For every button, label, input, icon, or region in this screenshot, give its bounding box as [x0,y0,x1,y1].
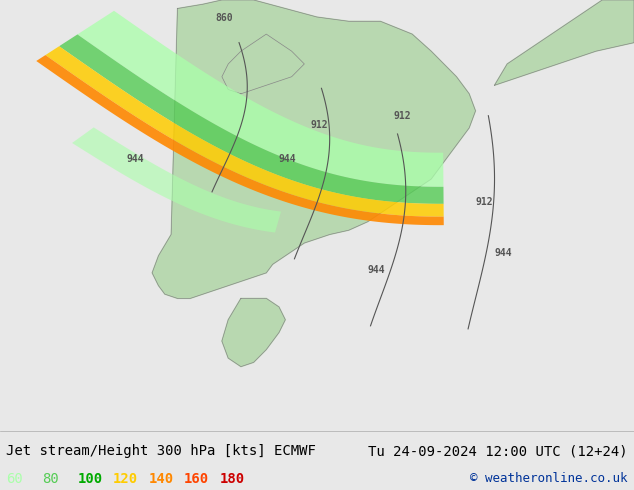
Text: 944: 944 [279,154,297,164]
Text: 80: 80 [42,471,58,486]
Text: 60: 60 [6,471,23,486]
Polygon shape [77,11,443,187]
Text: © weatheronline.co.uk: © weatheronline.co.uk [470,472,628,485]
Text: 180: 180 [219,471,245,486]
Polygon shape [222,34,304,94]
Text: 944: 944 [368,265,385,275]
Text: 160: 160 [184,471,209,486]
Polygon shape [495,0,634,85]
Text: 100: 100 [77,471,103,486]
Text: Tu 24-09-2024 12:00 UTC (12+24): Tu 24-09-2024 12:00 UTC (12+24) [368,444,628,458]
Text: 912: 912 [393,111,411,122]
Text: 944: 944 [495,248,512,258]
Text: 140: 140 [148,471,174,486]
Polygon shape [222,298,285,367]
Text: 944: 944 [127,154,145,164]
Polygon shape [59,34,444,204]
Text: Jet stream/Height 300 hPa [kts] ECMWF: Jet stream/Height 300 hPa [kts] ECMWF [6,444,316,458]
Polygon shape [72,127,281,233]
Polygon shape [152,0,476,298]
Text: 860: 860 [216,13,233,24]
Text: 912: 912 [476,196,493,207]
Text: 912: 912 [311,120,328,130]
Polygon shape [36,55,444,225]
Text: 120: 120 [113,471,138,486]
Polygon shape [46,46,444,217]
